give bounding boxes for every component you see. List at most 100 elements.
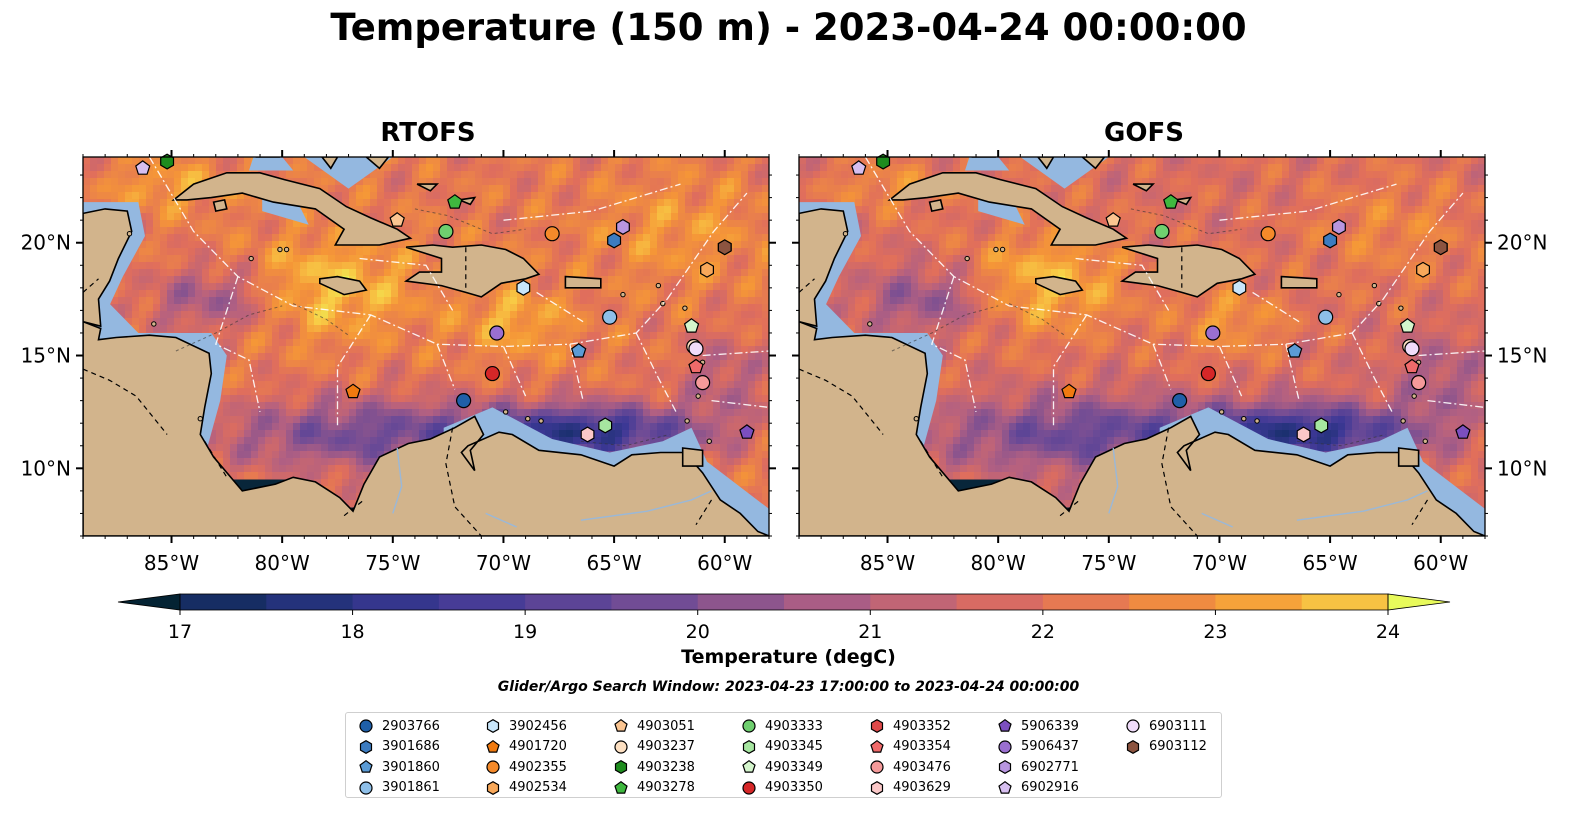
legend-marker-3901860 — [359, 760, 373, 773]
legend-label: 6902916 — [1021, 780, 1079, 796]
colorbar-ticks: 17 18 19 20 21 22 23 24 — [168, 610, 1400, 643]
legend-label: 3901686 — [382, 739, 440, 755]
circle-marker-icon — [359, 719, 373, 733]
legend-label: 4903051 — [637, 718, 695, 734]
legend-marker-4901720 — [486, 739, 500, 753]
map-panel-gofs — [799, 153, 1485, 536]
legend-label: 4903476 — [893, 759, 951, 775]
legend-item: 4903238 — [613, 757, 695, 778]
legend-label: 4903354 — [893, 739, 951, 755]
pentagon-marker-icon — [486, 739, 500, 753]
colorbar-bin — [611, 594, 699, 610]
float-marker-3901686 — [1323, 232, 1338, 249]
legend-label: 6903112 — [1149, 739, 1207, 755]
colorbar-bin — [956, 594, 1044, 610]
float-markers — [851, 153, 1471, 443]
float-legend: 2903766 3901686 3901860 3901861 3902456 49017… — [345, 712, 1222, 798]
legend-label: 4901720 — [509, 739, 567, 755]
float-marker-4903629 — [1296, 426, 1311, 443]
circle-marker-icon — [359, 781, 373, 795]
legend-item: 5906437 — [997, 737, 1079, 758]
hexagon-marker-icon — [486, 780, 500, 795]
legend-marker-6902916 — [998, 780, 1012, 794]
circle-marker-icon — [998, 740, 1012, 754]
circle-marker-icon — [742, 781, 756, 795]
map-axes: 85°W 80°W 75°W 70°W 65°W 60°W 20°N 15°N 10°N 85°W… — [21, 150, 1547, 575]
colorbar-max-extend — [1387, 593, 1451, 611]
float-marker-4903350 — [484, 365, 500, 382]
colorbar-min-extend — [117, 593, 181, 611]
land-masses — [799, 157, 1485, 536]
legend-marker-3902456 — [486, 719, 500, 734]
bathymetry-contours — [175, 208, 670, 447]
legend-label: 5906437 — [1021, 739, 1079, 755]
legend-marker-3901861 — [359, 781, 373, 795]
float-marker-3901861 — [602, 309, 618, 325]
circle-marker-icon — [614, 740, 628, 754]
legend-label: 4903237 — [637, 739, 695, 755]
eez-boundaries — [148, 157, 769, 428]
figure-title: Temperature (150 m) - 2023-04-24 00:00:0… — [330, 6, 1247, 49]
legend-marker-4903237 — [614, 740, 628, 754]
legend-item: 4903349 — [741, 757, 823, 778]
maps-canvas: 85°W 80°W 75°W 70°W 65°W 60°W 20°N 15°N 10°N 85°W… — [21, 150, 1547, 575]
panel-frame — [82, 156, 770, 537]
rivers — [392, 447, 712, 528]
float-marker-4903278 — [1163, 194, 1179, 209]
legend-marker-4903238 — [614, 760, 628, 775]
lon-tick-label: 70°W — [1192, 551, 1247, 575]
legend-column: 4903333 4903345 4903349 4903350 — [741, 716, 823, 798]
float-marker-6902916 — [135, 160, 151, 175]
circle-marker-icon — [742, 719, 756, 733]
legend-marker-6902771 — [998, 760, 1012, 775]
lon-tick-label: 80°W — [971, 551, 1026, 575]
legend-marker-4903352 — [870, 719, 884, 734]
lat-tick-label: 15°N — [1497, 344, 1547, 368]
legend-marker-4903350 — [742, 781, 756, 795]
colorbar-bin — [870, 594, 958, 610]
legend-marker-4903354 — [870, 739, 884, 753]
float-marker-5906437 — [489, 325, 505, 341]
legend-column: 4903352 4903354 4903476 4903629 — [869, 716, 951, 798]
lon-tick-label: 75°W — [365, 551, 420, 575]
legend-label: 4903345 — [765, 739, 823, 755]
hexagon-marker-icon — [998, 760, 1012, 775]
float-marker-2903766 — [456, 393, 472, 409]
legend-label: 3901861 — [382, 780, 440, 796]
float-marker-6902916 — [851, 160, 867, 175]
legend-label: 4902534 — [509, 780, 567, 796]
colorbar-bin — [525, 594, 613, 610]
legend-label: 4903238 — [637, 759, 695, 775]
pentagon-marker-icon — [998, 780, 1012, 794]
lon-tick-label: 70°W — [476, 551, 531, 575]
circle-marker-icon — [1126, 719, 1140, 733]
float-marker-3901861 — [1318, 309, 1334, 325]
colorbar-tick-label: 23 — [1203, 621, 1227, 643]
float-marker-6902771 — [615, 218, 630, 235]
colorbar-frame — [179, 593, 1389, 611]
circle-marker-icon — [486, 760, 500, 774]
eez-boundaries — [864, 157, 1485, 428]
legend-marker-3901686 — [359, 739, 373, 754]
float-marker-4902534 — [1416, 261, 1431, 278]
legend-marker-6903112 — [1126, 739, 1140, 754]
legend-marker-4903629 — [870, 780, 884, 795]
circle-marker-icon — [870, 760, 884, 774]
colorbar-bin — [352, 594, 440, 610]
float-marker-5906339 — [739, 424, 755, 439]
float-marker-4903476 — [695, 374, 711, 391]
legend-item: 4903333 — [741, 716, 823, 737]
legend-item: 6903111 — [1125, 716, 1207, 737]
legend-item: 5906339 — [997, 716, 1079, 737]
lon-tick-label: 85°W — [860, 551, 915, 575]
lat-tick-label: 10°N — [21, 456, 71, 480]
float-marker-4903051 — [389, 212, 405, 227]
legend-marker-2903766 — [359, 719, 373, 733]
legend-label: 2903766 — [382, 718, 440, 734]
legend-label: 4903350 — [765, 780, 823, 796]
legend-item: 4903476 — [869, 757, 951, 778]
pentagon-marker-icon — [614, 719, 628, 732]
colorbar-tick-label: 24 — [1376, 621, 1400, 643]
float-marker-4903354 — [1404, 358, 1420, 374]
float-marker-4903476 — [1411, 374, 1427, 391]
